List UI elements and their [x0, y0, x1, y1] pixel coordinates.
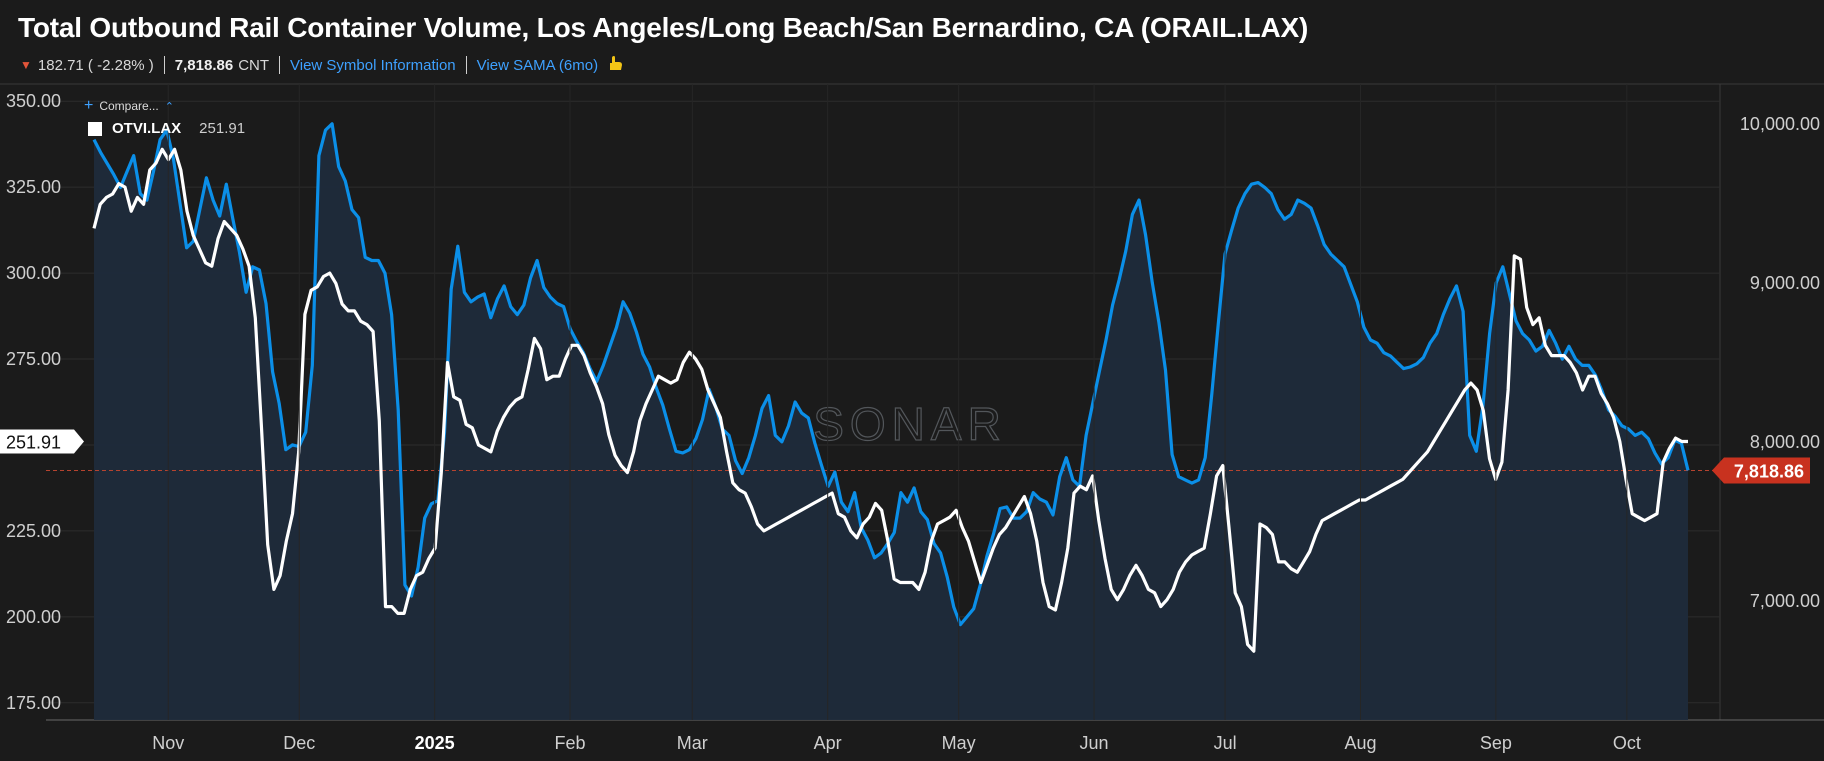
divider [465, 56, 467, 74]
x-tick-label: Feb [555, 733, 586, 753]
x-tick-label: Jun [1080, 733, 1109, 753]
x-tick-label: Mar [677, 733, 708, 753]
y-left-tick-label: 175.00 [6, 693, 61, 713]
plus-icon: + [84, 97, 94, 114]
divider [163, 56, 165, 74]
pointer-hand-icon[interactable] [606, 54, 624, 76]
current-value-text: 7,818.86 [174, 56, 234, 74]
x-tick-label: 2025 [415, 733, 455, 753]
left-current-label: 251.91 [6, 433, 61, 453]
y-right-tick-label: 7,000.00 [1750, 591, 1820, 611]
x-tick-label: Nov [152, 733, 184, 753]
left-current-badge: 251.91 [0, 429, 84, 454]
otvi-series-line [92, 147, 1688, 653]
legend-swatch [88, 121, 102, 136]
y-left-tick-label: 275.00 [6, 349, 61, 369]
x-tick-label: May [942, 733, 976, 753]
change-text: 182.71 ( -2.28% ) [37, 56, 154, 74]
orail-area-fill [94, 123, 1688, 721]
x-tick-label: Oct [1613, 733, 1641, 753]
y-right-tick-label: 8,000.00 [1750, 432, 1820, 452]
quote-line: ▼ 182.71 ( -2.28% ) 7,818.86 CNT View Sy… [20, 54, 624, 76]
right-current-badge: 7,818.86 [1712, 457, 1810, 484]
y-left-tick-label: 300.00 [6, 263, 61, 283]
x-tick-label: Sep [1480, 733, 1512, 753]
view-sama-link[interactable]: View SAMA (6mo) [476, 56, 599, 74]
chart-title: Total Outbound Rail Container Volume, Lo… [18, 12, 1309, 43]
down-arrow-icon: ▼ [20, 58, 32, 72]
watermark: SONAR [813, 398, 1007, 450]
y-right-tick-label: 9,000.00 [1750, 273, 1820, 293]
unit-text: CNT [238, 56, 270, 74]
compare-label: Compare... [99, 99, 159, 113]
legend-series-name: OTVI.LAX [112, 120, 182, 137]
y-left-tick-label: 325.00 [6, 177, 61, 197]
x-tick-label: Apr [814, 733, 842, 753]
legend[interactable]: OTVI.LAX 251.91 [88, 120, 245, 137]
compare-button[interactable]: + Compare... ⌃ [84, 97, 174, 115]
divider [279, 56, 281, 74]
view-symbol-info-link[interactable]: View Symbol Information [290, 56, 456, 74]
orail-series-line [92, 122, 1690, 627]
x-tick-label: Aug [1344, 733, 1376, 753]
right-current-label: 7,818.86 [1734, 462, 1804, 482]
y-right-tick-label: 10,000.00 [1740, 114, 1820, 134]
x-tick-label: Dec [283, 733, 315, 753]
y-left-tick-label: 225.00 [6, 521, 61, 541]
y-left-tick-label: 200.00 [6, 607, 61, 627]
chevron-up-icon: ⌃ [164, 100, 174, 113]
y-left-tick-label: 350.00 [6, 91, 61, 111]
x-tick-label: Jul [1214, 733, 1237, 753]
legend-series-value: 251.91 [199, 120, 246, 137]
